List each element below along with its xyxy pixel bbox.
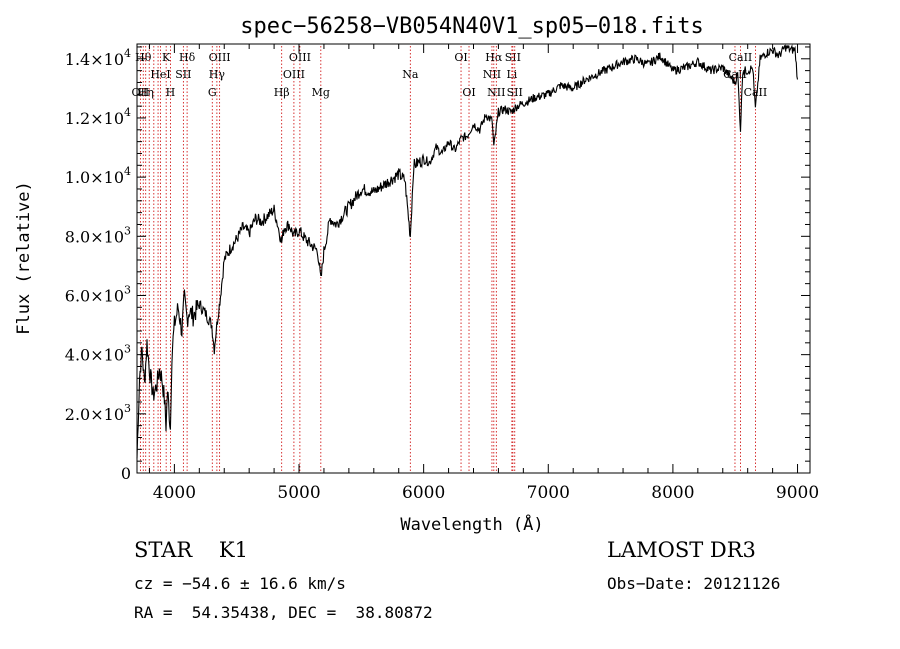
y-axis-label: Flux (relative) xyxy=(14,181,34,335)
line-label-28: CaII xyxy=(729,51,753,64)
line-label-25: SII xyxy=(505,51,521,64)
y-tick-label-1: 2.0×103 xyxy=(65,402,131,424)
x-tick-label-3: 7000 xyxy=(527,483,570,503)
line-label-20: OI xyxy=(462,86,475,99)
observation-date: Obs−Date: 20121126 xyxy=(607,574,781,593)
line-label-0: OII xyxy=(132,86,150,99)
x-axis-label: Wavelength (Å) xyxy=(400,513,543,535)
line-label-13: OIII xyxy=(209,51,231,64)
ra-dec-coordinates: RA = 54.35438, DEC = 38.80872 xyxy=(134,603,433,622)
line-label-2: Hη xyxy=(138,86,154,99)
x-tick-label-4: 8000 xyxy=(651,483,694,503)
y-tick-label-7: 1.4×104 xyxy=(65,47,131,69)
line-label-6: HeI xyxy=(150,68,170,81)
x-tick-label-1: 5000 xyxy=(277,483,320,503)
chart-title: spec−56258−VB054N40V1_sp05−018.fits xyxy=(240,14,704,39)
line-label-15: OIII xyxy=(283,68,305,81)
line-label-1: Hθ xyxy=(135,51,152,64)
line-label-12: Hγ xyxy=(209,68,226,81)
line-label-7: K xyxy=(162,51,171,64)
survey-name: LAMOST DR3 xyxy=(607,538,756,562)
line-label-10: Hδ xyxy=(179,51,196,64)
line-label-21: NII xyxy=(483,68,501,81)
line-label-18: Na xyxy=(402,68,419,81)
line-label-8: H xyxy=(166,86,176,99)
emission-line-markers: OII Hθ Hη HeI K H SII Hδ G Hγ OIII Hβ OIII OIII Mg Na OI… xyxy=(132,46,768,473)
line-label-17: Mg xyxy=(312,86,330,99)
line-label-23: NII xyxy=(487,86,505,99)
line-label-11: G xyxy=(208,86,217,99)
y-tick-label-6: 1.2×104 xyxy=(65,106,131,128)
line-label-24: Li xyxy=(506,68,517,81)
y-tick-label-3: 6.0×103 xyxy=(65,283,131,305)
x-tick-label-2: 6000 xyxy=(402,483,445,503)
plot-frame xyxy=(136,43,811,474)
y-tick-label-4: 8.0×103 xyxy=(65,224,131,246)
y-tick-label-2: 4.0×103 xyxy=(65,343,131,365)
line-label-29: CaII xyxy=(744,86,768,99)
spectrum-line xyxy=(136,44,799,459)
line-label-22: Hα xyxy=(485,51,503,64)
object-class: STAR K1 xyxy=(134,538,248,562)
line-label-26: SII xyxy=(507,86,523,99)
line-label-9: SII xyxy=(175,68,191,81)
x-tick-label-5: 9000 xyxy=(776,483,819,503)
redshift-cz: cz = −54.6 ± 16.6 km/s xyxy=(134,574,346,593)
line-label-14: Hβ xyxy=(274,86,290,99)
plot-axes: 4000 5000 6000 7000 8000 9000 0 2.0×103 4.0×103 6… xyxy=(65,43,819,503)
x-tick-label-0: 4000 xyxy=(153,483,196,503)
line-label-16: OIII xyxy=(289,51,311,64)
y-tick-label-5: 1.0×104 xyxy=(65,165,131,187)
y-tick-label-0: 0 xyxy=(121,464,131,483)
spectrum-series xyxy=(136,44,799,459)
line-label-19: OI xyxy=(454,51,467,64)
